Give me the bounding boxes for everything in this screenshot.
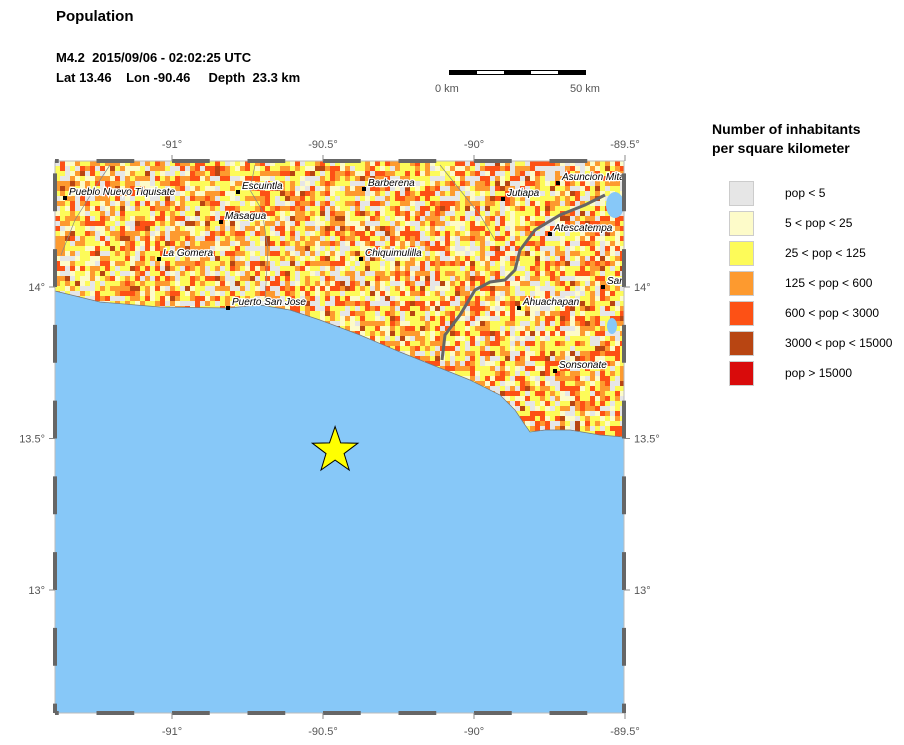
city-dot	[517, 306, 521, 310]
city-marker: Escuintla	[236, 180, 284, 194]
legend-label: 125 < pop < 600	[785, 276, 873, 290]
lat-tick-label: 13.5°	[634, 434, 660, 446]
city-label: Ahuachapan	[522, 297, 580, 308]
city-dot	[553, 369, 557, 373]
city-dot	[226, 306, 230, 310]
event-line: M4.2 2015/09/06 - 02:02:25 UTC	[56, 50, 252, 65]
lon-tick-label: -90°	[464, 139, 484, 151]
city-marker: La Gomera	[157, 247, 215, 261]
lon-tick-label: -89.5°	[610, 139, 639, 151]
city-label: Masagua	[225, 211, 267, 222]
city-marker: Puerto San Jose	[226, 296, 308, 310]
city-label: Barberena	[368, 178, 415, 189]
star-icon	[310, 425, 360, 472]
legend-item: 600 < pop < 3000	[729, 300, 880, 326]
city-label: Pueblo Nuevo Tiquisate	[69, 187, 176, 198]
city-marker: Ahuachapan	[517, 296, 581, 310]
lat-tick-label: 13°	[634, 585, 651, 597]
scale-start-label: 0 km	[435, 83, 459, 95]
legend-label: 25 < pop < 125	[785, 246, 866, 260]
lat-tick-label: 13°	[28, 585, 45, 597]
city-marker: San	[601, 275, 625, 289]
legend-swatch	[729, 300, 754, 326]
city-dot	[556, 181, 560, 185]
lon-tick-label: -90°	[464, 726, 484, 738]
city-label: Asuncion Mita	[561, 172, 625, 183]
legend-title-line1: Number of inhabitants	[712, 121, 861, 137]
city-dot	[548, 232, 552, 236]
lon-tick-label: -90.5°	[308, 726, 337, 738]
legend-swatch	[729, 270, 754, 296]
legend-item: pop < 5	[729, 180, 826, 206]
city-label: Chiquimulilla	[365, 248, 422, 259]
location-line: Lat 13.46 Lon -90.46 Depth 23.3 km	[56, 70, 301, 85]
scale-bar	[449, 70, 586, 75]
map-frame	[53, 159, 626, 715]
city-dot	[219, 220, 223, 224]
city-marker: Pueblo Nuevo Tiquisate	[63, 186, 177, 200]
city-marker: Asuncion Mita	[556, 171, 625, 185]
city-marker: Chiquimulilla	[359, 247, 423, 261]
legend-item: pop > 15000	[729, 360, 853, 386]
population-map: Pueblo Nuevo Tiquisate Escuintla Barberena…	[19, 139, 660, 738]
legend-swatch	[729, 360, 754, 386]
legend-title-line2: per square kilometer	[712, 140, 850, 156]
legend-swatch	[729, 240, 754, 266]
lake	[607, 318, 617, 334]
legend-swatch	[729, 210, 754, 236]
scale-end-label: 50 km	[570, 83, 600, 95]
legend-label: pop < 5	[785, 186, 826, 200]
lon-tick-label: -89.5°	[610, 726, 639, 738]
legend-item: 25 < pop < 125	[729, 240, 866, 266]
city-marker: Sonsonate	[553, 359, 609, 373]
river	[60, 164, 111, 256]
lon-tick-label: -91°	[162, 139, 182, 151]
lon-tick-label: -91°	[162, 726, 182, 738]
legend-swatch	[729, 180, 754, 206]
lat-tick-label: 14°	[28, 282, 45, 294]
legend-item: 3000 < pop < 15000	[729, 330, 893, 356]
city-dot	[362, 187, 366, 191]
city-marker: Masagua	[219, 210, 268, 224]
legend-label: 3000 < pop < 15000	[785, 336, 893, 350]
city-label: Puerto San Jose	[232, 297, 306, 308]
lon-tick-label: -90.5°	[308, 139, 337, 151]
city-label: La Gomera	[163, 248, 213, 259]
lat-tick-label: 13.5°	[19, 434, 45, 446]
legend-item: 5 < pop < 25	[729, 210, 853, 236]
city-dot	[236, 190, 240, 194]
city-label: Atescatempa	[553, 223, 613, 234]
city-label: Jutiapa	[506, 188, 540, 199]
city-marker: Jutiapa	[501, 187, 541, 201]
legend-item: 125 < pop < 600	[729, 270, 873, 296]
legend-label: pop > 15000	[785, 366, 853, 380]
city-dot	[157, 257, 161, 261]
city-label: Escuintla	[242, 181, 283, 192]
city-marker: Barberena	[362, 177, 416, 191]
country-border	[440, 193, 606, 361]
city-dot	[63, 196, 67, 200]
river	[439, 164, 496, 241]
lake	[606, 192, 624, 218]
city-dot	[601, 285, 605, 289]
legend-label: 5 < pop < 25	[785, 216, 853, 230]
map-title: Population	[56, 8, 134, 25]
city-label: Sonsonate	[559, 360, 607, 371]
city-dot	[359, 257, 363, 261]
city-label: San	[607, 276, 625, 287]
legend-swatch	[729, 330, 754, 356]
legend-title: Number of inhabitants per square kilomet…	[712, 120, 861, 158]
city-marker: Atescatempa	[548, 222, 614, 236]
lat-tick-label: 14°	[634, 282, 651, 294]
city-dot	[501, 197, 505, 201]
legend-label: 600 < pop < 3000	[785, 306, 880, 320]
river	[249, 164, 269, 301]
